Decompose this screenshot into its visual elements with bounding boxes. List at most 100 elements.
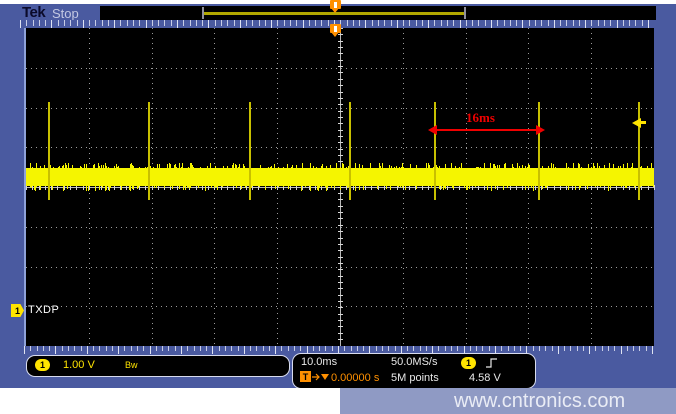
ruler-tick: [432, 346, 433, 354]
ruler-tick: [227, 20, 228, 26]
waveform-noise-spike: [402, 163, 403, 168]
horizontal-trigger-readout-panel[interactable]: 10.0ms 50.0MS/s 1 T 0.00000 s 5M points …: [292, 353, 536, 389]
waveform-noise-spike: [594, 166, 595, 168]
waveform-noise-spike: [445, 186, 446, 189]
ruler-tick: [526, 346, 527, 354]
waveform-noise-spike: [317, 186, 318, 190]
waveform-noise-spike: [386, 186, 387, 189]
crosshair-tick: [338, 314, 343, 315]
crosshair-tick: [145, 185, 146, 190]
waveform-noise-spike: [525, 166, 526, 168]
ruler-tick: [68, 346, 69, 351]
ruler-tick: [55, 346, 56, 354]
waveform-noise-spike: [623, 164, 624, 168]
crosshair-tick: [152, 185, 153, 190]
waveform-noise-spike: [188, 186, 189, 187]
ruler-tick: [372, 20, 373, 26]
waveform-noise-spike: [58, 167, 59, 168]
ruler-tick: [99, 346, 100, 351]
ruler-tick: [215, 20, 216, 26]
waveform-noise-spike: [609, 163, 610, 168]
waveform-noise-spike: [625, 186, 626, 188]
ruler-tick: [206, 346, 207, 351]
ruler-tick: [533, 346, 534, 351]
waveform-noise-spike: [150, 166, 151, 168]
ruler-tick: [194, 346, 195, 351]
ruler-tick: [491, 20, 492, 28]
crosshair-tick: [604, 185, 605, 190]
waveform-noise-spike: [67, 186, 68, 189]
waveform-noise-spike: [222, 186, 223, 187]
ruler-tick: [143, 346, 144, 351]
ruler-tick: [614, 346, 615, 351]
waveform-noise-spike: [588, 164, 589, 168]
ruler-tick: [70, 20, 71, 26]
crosshair-tick: [478, 185, 479, 190]
ruler-tick: [259, 20, 260, 26]
waveform-noise-spike: [265, 186, 266, 190]
crosshair-tick: [338, 276, 343, 277]
waveform-noise-spike: [291, 167, 292, 168]
trigger-marker-overview[interactable]: [330, 0, 341, 13]
arrow-right-icon: [312, 373, 320, 381]
waveform-noise-spike: [210, 163, 211, 168]
crosshair-tick: [39, 185, 40, 190]
ruler-tick: [466, 20, 467, 26]
level-arrow-icon[interactable]: [632, 118, 641, 128]
crosshair-tick: [208, 185, 209, 190]
waveform-noise-spike: [172, 186, 173, 189]
crosshair-tick: [83, 185, 84, 190]
waveform-noise-spike: [86, 164, 87, 168]
waveform-noise-spike: [239, 164, 240, 168]
waveform-noise-spike: [211, 186, 212, 188]
waveform-noise-spike: [626, 186, 627, 188]
waveform-display-area[interactable]: [24, 28, 655, 347]
waveform-noise-spike: [192, 165, 193, 168]
ruler-tick: [269, 346, 270, 351]
waveform-noise-spike: [216, 186, 217, 187]
ruler-tick: [332, 346, 333, 351]
ruler-tick: [300, 346, 301, 351]
ruler-tick: [470, 346, 471, 351]
channel-readout-panel[interactable]: 1 1.00 V Bw: [26, 355, 290, 377]
waveform-noise-spike: [467, 186, 468, 190]
crosshair-tick: [597, 185, 598, 190]
crosshair-tick: [32, 185, 33, 190]
ruler-tick: [89, 20, 90, 26]
trigger-marker-graticule[interactable]: [330, 24, 341, 37]
crosshair-tick: [120, 185, 121, 190]
waveform-noise-spike: [235, 164, 236, 168]
waveform-noise-spike: [621, 186, 622, 187]
crosshair-tick: [315, 185, 316, 190]
ruler-tick: [621, 346, 622, 354]
waveform-noise-spike: [634, 186, 635, 188]
ruler-tick: [478, 20, 479, 26]
waveform-noise-spike: [164, 186, 165, 188]
ruler-tick: [426, 346, 427, 351]
ruler-tick: [190, 20, 191, 26]
waveform-noise-spike: [542, 166, 543, 168]
crosshair-tick: [378, 185, 379, 190]
waveform-noise-spike: [495, 186, 496, 189]
waveform-pulse: [148, 102, 150, 200]
crosshair-tick: [338, 218, 343, 219]
acquisition-status[interactable]: Stop: [52, 6, 79, 21]
crosshair-tick: [635, 185, 636, 190]
ruler-tick: [246, 20, 247, 26]
bottom-position-ruler[interactable]: [24, 346, 653, 354]
waveform-noise-spike: [461, 163, 462, 168]
ruler-tick: [633, 346, 634, 351]
channel-ground-marker[interactable]: 1: [11, 304, 24, 317]
waveform-noise-spike: [191, 163, 192, 168]
ruler-tick: [37, 346, 38, 351]
ruler-tick: [62, 346, 63, 351]
ruler-tick: [164, 20, 165, 26]
measurement-arrow-head-left: [428, 125, 437, 135]
waveform-noise-band: [26, 168, 654, 186]
ruler-tick: [168, 346, 169, 351]
crosshair-tick: [535, 185, 536, 190]
waveform-noise-spike: [641, 166, 642, 168]
ruler-tick: [514, 346, 515, 351]
overview-trace: [204, 12, 464, 15]
